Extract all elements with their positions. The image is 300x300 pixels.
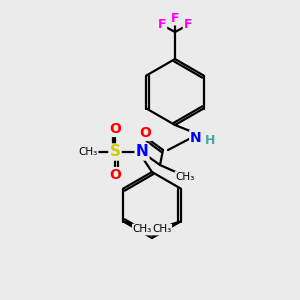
Text: S: S — [110, 145, 121, 160]
Text: CH₃: CH₃ — [176, 172, 195, 182]
Text: F: F — [184, 19, 192, 32]
Text: O: O — [139, 126, 151, 140]
Text: F: F — [171, 11, 179, 25]
Text: F: F — [158, 19, 166, 32]
Text: N: N — [190, 131, 202, 145]
Text: O: O — [109, 122, 121, 136]
Text: N: N — [136, 145, 148, 160]
Text: CH₃: CH₃ — [78, 147, 98, 157]
Text: O: O — [109, 168, 121, 182]
Text: H: H — [205, 134, 215, 146]
Text: CH₃: CH₃ — [152, 224, 171, 235]
Text: CH₃: CH₃ — [133, 224, 152, 235]
